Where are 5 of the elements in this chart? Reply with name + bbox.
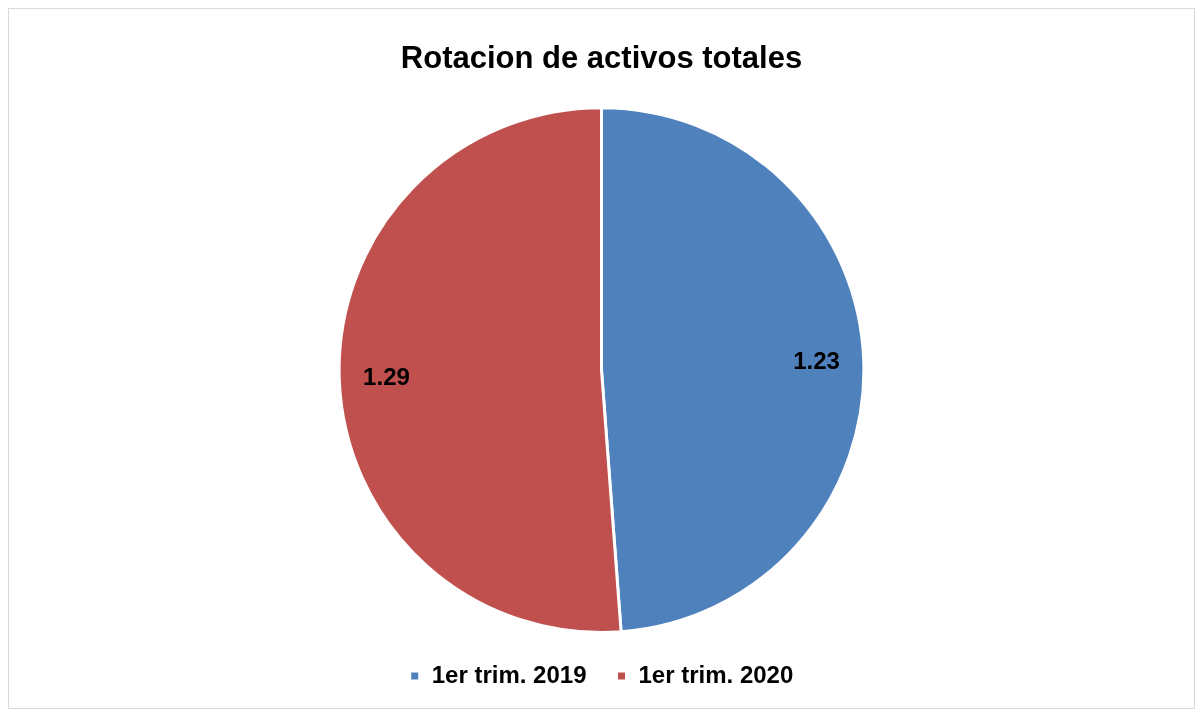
data-label: 1.23	[793, 346, 840, 374]
legend-label: 1er trim. 2019	[431, 660, 587, 688]
legend-label: 1er trim. 2020	[638, 660, 794, 688]
chart-title: Rotacion de activos totales	[400, 40, 803, 76]
data-label: 1.29	[363, 362, 410, 390]
